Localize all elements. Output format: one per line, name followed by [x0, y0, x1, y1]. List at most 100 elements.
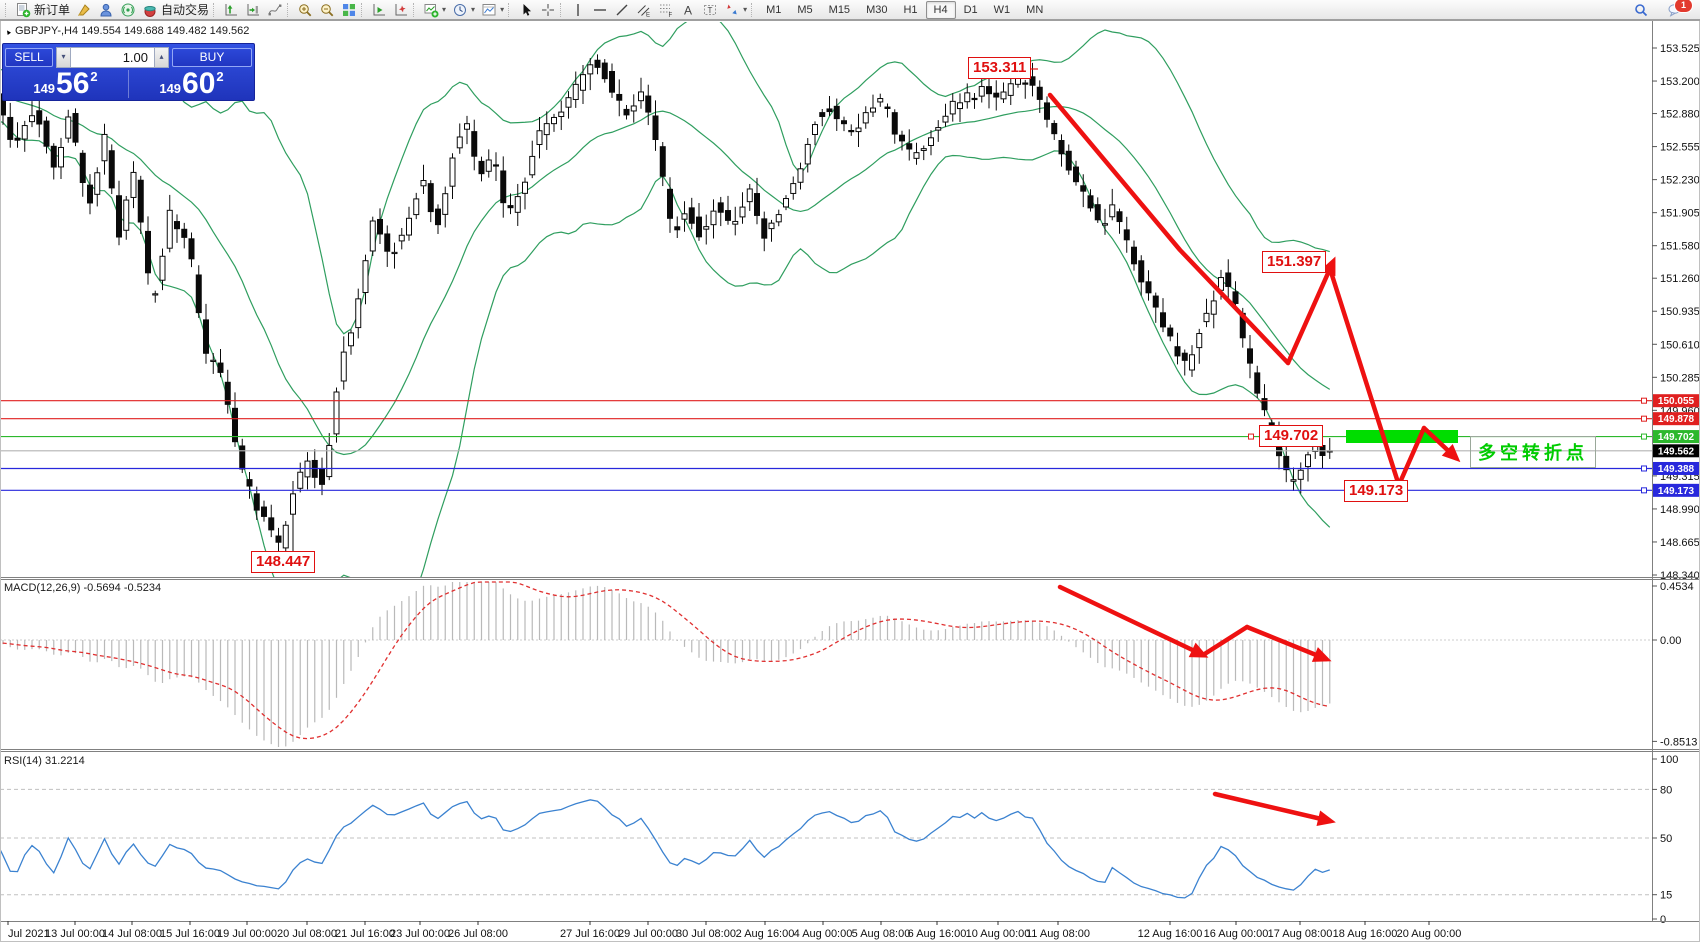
- chart-profile-button[interactable]: [264, 1, 286, 19]
- line-handle[interactable]: [1248, 433, 1254, 440]
- time-tick: 16 Aug 00:00: [1204, 928, 1269, 940]
- chart-objects-button[interactable]: [390, 1, 412, 19]
- candle-body: [848, 129, 855, 133]
- cursor-tool-button[interactable]: [515, 1, 537, 19]
- trend-arrow[interactable]: [1421, 425, 1461, 463]
- price-tick: 150.610: [1660, 339, 1700, 351]
- candle-body: [1181, 352, 1188, 361]
- trend-arrow[interactable]: [1395, 425, 1427, 490]
- annotation-text[interactable]: 多空转折点: [1470, 436, 1596, 468]
- arrows-tool-button[interactable]: ▾: [721, 1, 750, 19]
- text-tool-button[interactable]: A: [677, 1, 699, 19]
- candle-body: [1232, 291, 1239, 305]
- candle-body: [870, 107, 876, 113]
- svg-text:T: T: [708, 6, 713, 15]
- rsi-tick: 100: [1660, 754, 1678, 766]
- timeframe-d1[interactable]: D1: [956, 1, 986, 19]
- horizontal-line-tool-button[interactable]: [589, 1, 611, 19]
- time-tick: 10 Aug 00:00: [966, 928, 1031, 940]
- rsi-line: [0, 799, 1330, 899]
- time-tick: 14 Jul 08:00: [102, 928, 162, 940]
- fibonacci-tool-button[interactable]: F: [655, 1, 677, 19]
- price-flag[interactable]: 148.447: [251, 551, 316, 573]
- search-button[interactable]: [1630, 1, 1652, 19]
- timeframe-w1[interactable]: W1: [986, 1, 1019, 19]
- timeframe-m1[interactable]: M1: [758, 1, 789, 19]
- sell-button[interactable]: SELL: [5, 47, 53, 67]
- candle-body: [986, 86, 992, 95]
- trend-arrow[interactable]: [1200, 624, 1250, 658]
- candle-body: [630, 105, 637, 112]
- time-tick: 29 Jul 00:00: [618, 928, 678, 940]
- volume-decrease-button[interactable]: ▾: [56, 46, 71, 68]
- candle-body: [942, 115, 949, 123]
- new-order-button[interactable]: 新订单: [12, 1, 73, 19]
- equidistant-channel-tool-button[interactable]: E: [633, 1, 655, 19]
- candle-body: [906, 143, 913, 150]
- line-handle[interactable]: [1641, 397, 1647, 404]
- autotrading-button[interactable]: 自动交易: [139, 1, 212, 19]
- candle-body: [297, 471, 304, 489]
- line-handle[interactable]: [1641, 465, 1647, 472]
- timeframe-m15[interactable]: M15: [821, 1, 858, 19]
- trend-arrow[interactable]: [1057, 584, 1209, 658]
- candle-body: [732, 220, 739, 225]
- vertical-line-tool-button[interactable]: [567, 1, 589, 19]
- candle-body: [514, 196, 521, 213]
- trend-arrow[interactable]: [1285, 256, 1336, 366]
- line-handle[interactable]: [1641, 487, 1647, 494]
- candle-body: [594, 59, 601, 68]
- candle-body: [137, 179, 144, 223]
- line-handle[interactable]: [1641, 415, 1647, 422]
- trend-arrow[interactable]: [1047, 92, 1291, 366]
- macd-signal-line: [0, 581, 1330, 740]
- timeframe-m5[interactable]: M5: [789, 1, 820, 19]
- chart-shift-button[interactable]: [220, 1, 242, 19]
- vertical-line-icon: [577, 3, 579, 16]
- trend-arrow[interactable]: [1212, 791, 1336, 827]
- periods-button[interactable]: ▾: [449, 1, 478, 19]
- profiles-button[interactable]: [95, 1, 117, 19]
- new-chart-button[interactable]: ▾: [420, 1, 449, 19]
- time-tick: 4 Aug 00:00: [794, 928, 853, 940]
- price-axis-box-label: 149.878: [1658, 414, 1695, 425]
- autoscroll-button[interactable]: [242, 1, 264, 19]
- line-handle[interactable]: [1641, 433, 1647, 440]
- text-label-tool-button[interactable]: T: [699, 1, 721, 19]
- templates-button[interactable]: ▾: [478, 1, 507, 19]
- volume-increase-button[interactable]: ▴: [154, 46, 169, 68]
- price-tick: 152.880: [1660, 109, 1700, 121]
- price-flag[interactable]: 149.702: [1259, 425, 1324, 447]
- candle-body: [1065, 150, 1072, 171]
- buy-button[interactable]: BUY: [172, 47, 252, 67]
- volume-value[interactable]: 1.00: [71, 46, 154, 68]
- price-axis-box: [1653, 430, 1699, 444]
- notifications-button[interactable]: 1: [1664, 0, 1693, 19]
- tile-windows-button[interactable]: [338, 1, 360, 19]
- alerts-button[interactable]: [117, 1, 139, 19]
- trend-arrow[interactable]: [1244, 624, 1332, 662]
- timeframe-h1[interactable]: H1: [895, 1, 925, 19]
- quotes-button[interactable]: [73, 1, 95, 19]
- price-axis-box: [1653, 412, 1699, 426]
- price-flag[interactable]: 151.397: [1262, 251, 1327, 273]
- price-flag[interactable]: 149.173: [1344, 480, 1409, 502]
- crosshair-tool-button[interactable]: [537, 1, 559, 19]
- trendline-icon: [616, 4, 628, 15]
- candle-body: [659, 146, 666, 177]
- trend-arrow[interactable]: [1328, 269, 1406, 501]
- price-flag[interactable]: 153.311: [968, 57, 1032, 79]
- timeframe-h4[interactable]: H4: [925, 0, 956, 19]
- timeframe-m30[interactable]: M30: [858, 1, 895, 19]
- price-tick: 150.935: [1660, 306, 1700, 318]
- timeframe-mn[interactable]: MN: [1018, 1, 1051, 19]
- time-tick: 27 Jul 16:00: [560, 928, 620, 940]
- candle-body: [427, 183, 434, 213]
- zoom-out-button[interactable]: [316, 1, 338, 19]
- zoom-in-button[interactable]: [294, 1, 316, 19]
- trendline-tool-button[interactable]: [611, 1, 633, 19]
- chart-forward-button[interactable]: [368, 1, 390, 19]
- sell-price: 149 56 2: [33, 67, 98, 100]
